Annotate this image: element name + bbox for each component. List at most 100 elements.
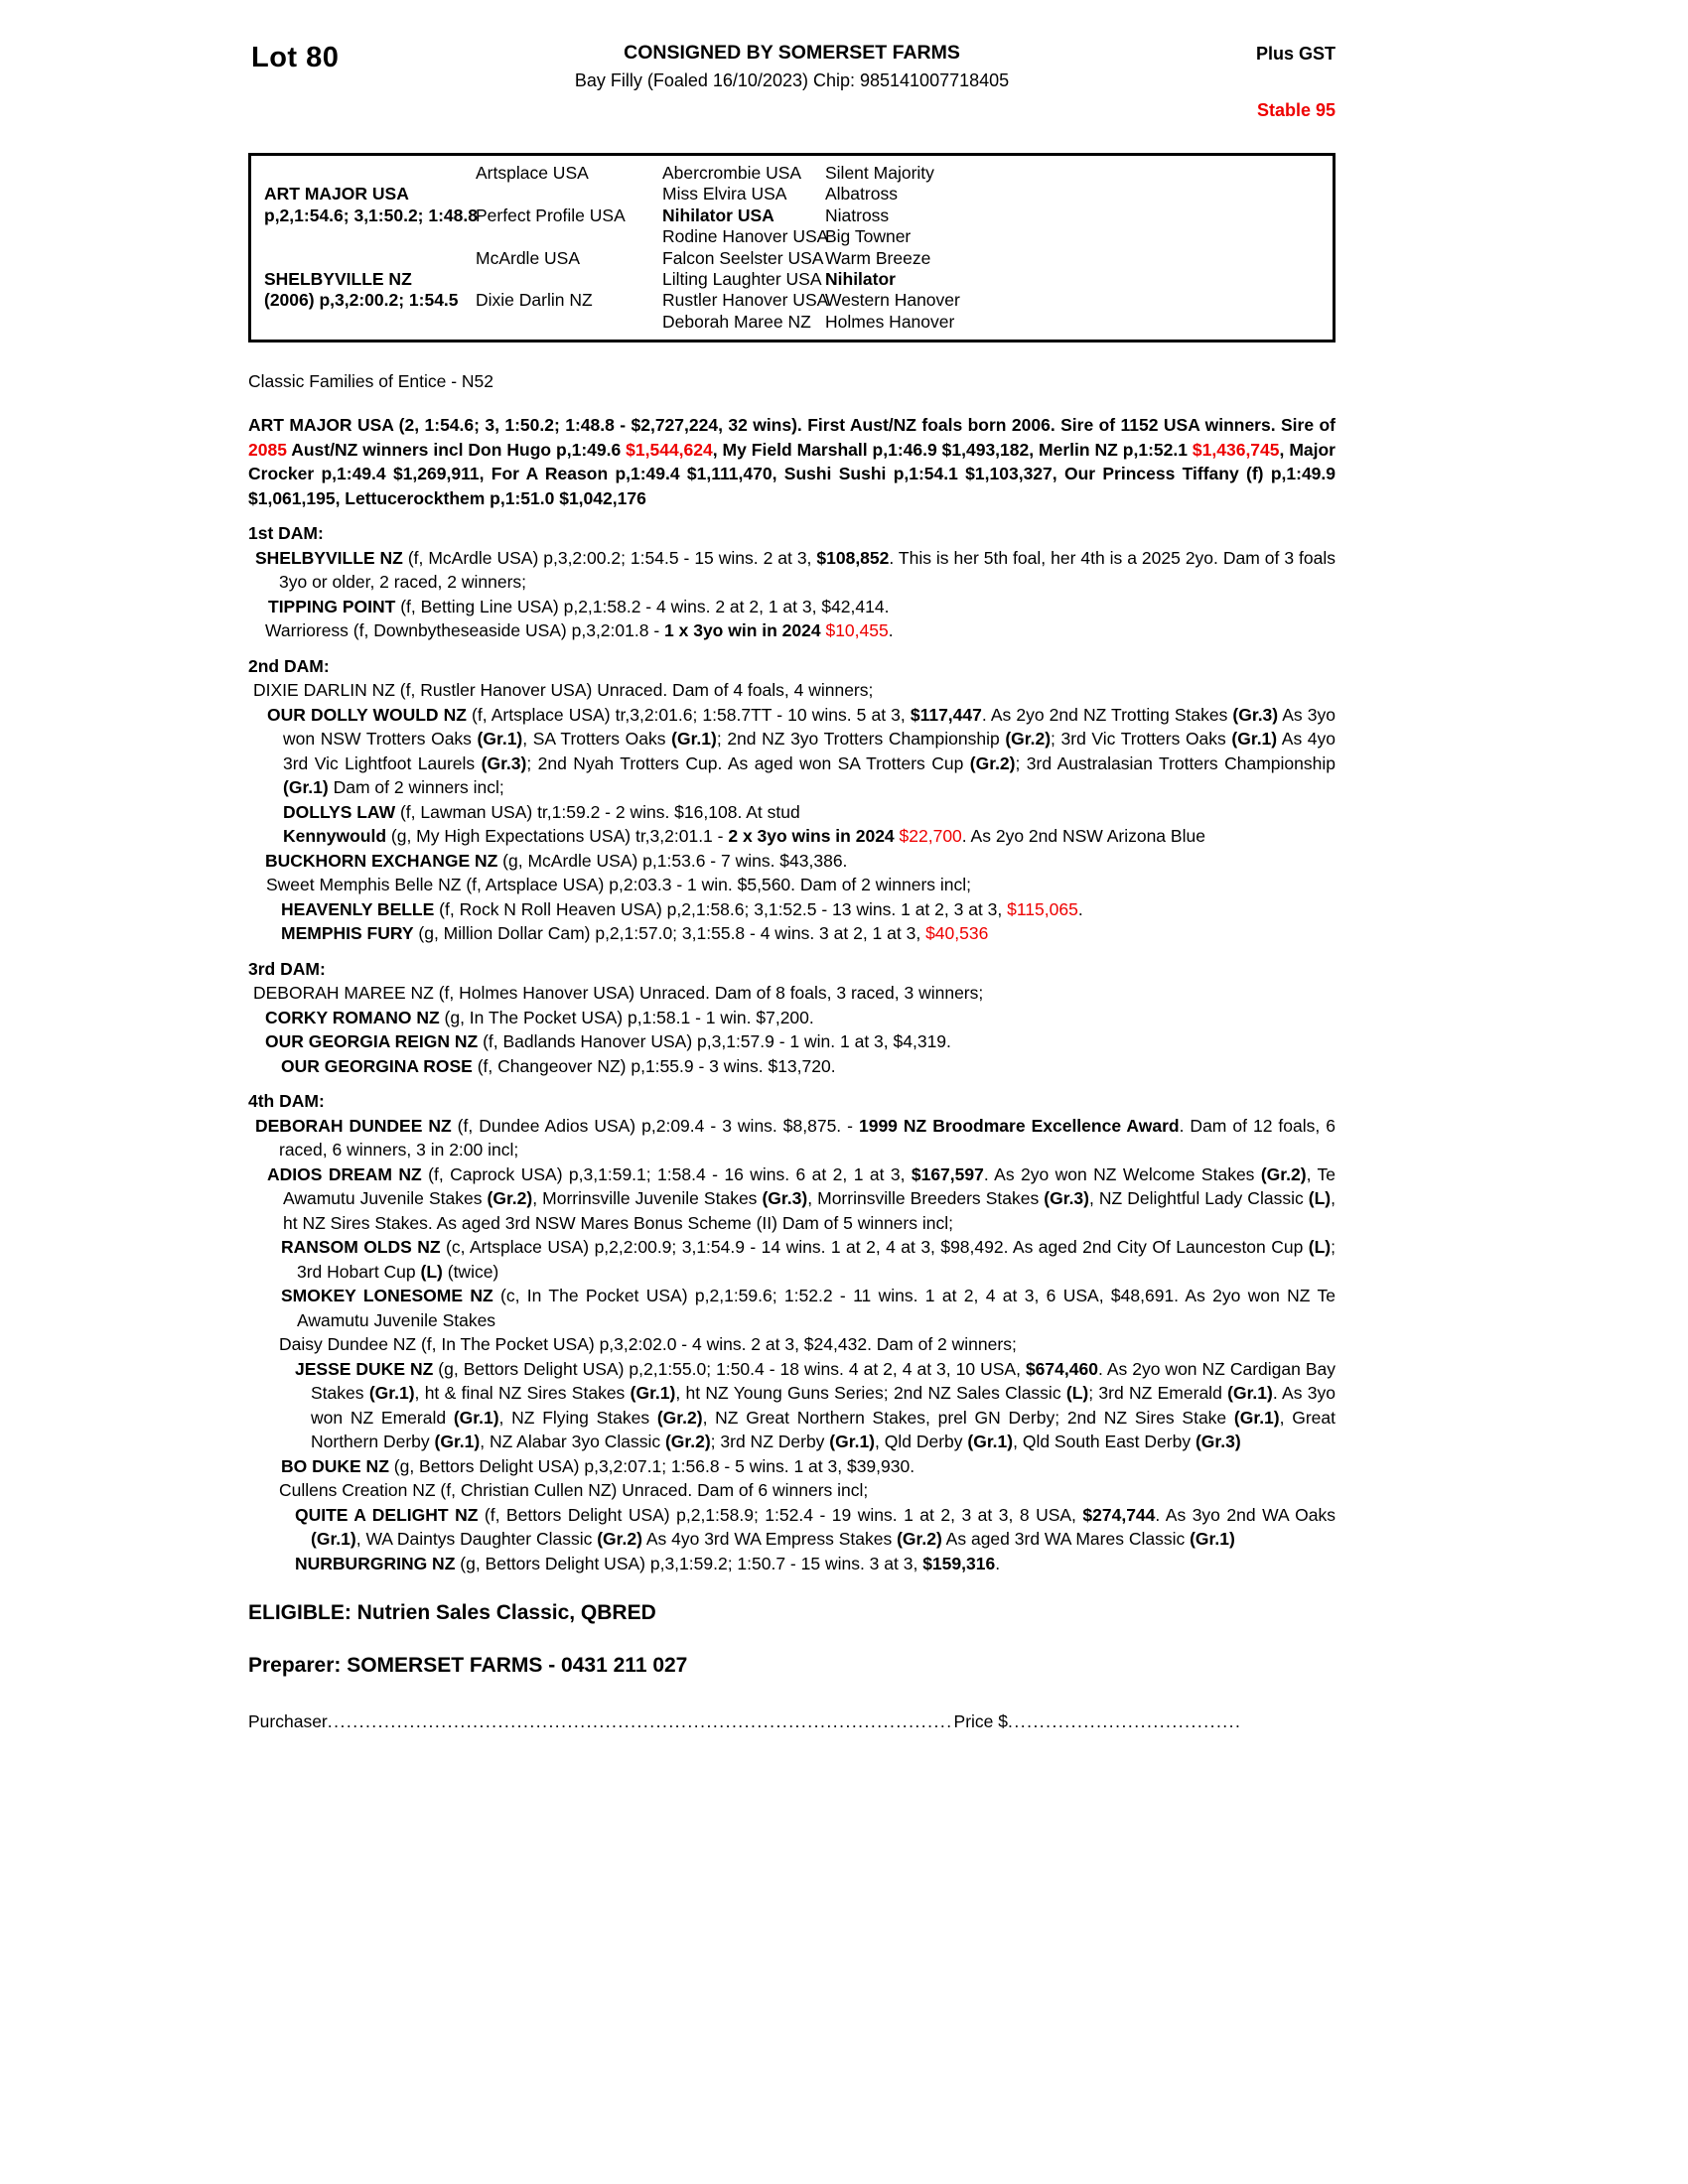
text-segment: . This is her 5th foal, her 4th is a 202… [279,547,1336,593]
pedigree-entry: ADIOS DREAM NZ (f, Caprock USA) p,3,1:59… [248,1162,1336,1236]
text-segment: JESSE DUKE NZ [295,1358,434,1379]
text-segment: . [1077,898,1083,919]
text-segment: (Gr.3) [762,1188,808,1209]
pedigree-entry: TIPPING POINT (f, Betting Line USA) p,2,… [248,595,1336,619]
text-segment: TIPPING POINT [268,596,396,616]
text-segment: DOLLYS LAW [283,801,396,822]
text-segment: (Gr.2) [597,1529,642,1550]
text-segment: Aust/NZ winners incl Don Hugo p,1:49.6 [286,439,627,460]
pedigree-cell: Rodine Hanover USA [662,226,829,247]
text-segment: (Gr.1) [1231,729,1278,750]
text-segment: , NZ Great Northern Stakes, prel GN Derb… [702,1407,1234,1428]
text-segment: (Gr.2) [664,1432,711,1452]
text-segment: As aged 3rd WA Mares Classic [941,1529,1191,1550]
text-segment: , Qld South East Derby [1013,1432,1196,1452]
text-segment: ; 3rd Hobart Cup [297,1237,1336,1282]
text-segment: $108,852 [816,547,890,568]
text-segment: $10,455 [825,620,889,641]
pedigree-entry: DIXIE DARLIN NZ (f, Rustler Hanover USA)… [248,678,1336,703]
dam-heading: 3rd DAM: [248,958,326,979]
text-segment: (c, In The Pocket USA) p,2,1:59.6; 1:52.… [297,1286,1336,1330]
text-segment: 2 x 3yo wins in 2024 [728,826,895,847]
text-segment: $115,065 [1007,898,1078,919]
text-segment: (Gr.2) [656,1407,703,1428]
text-segment: (twice) [442,1261,499,1282]
text-segment: (Gr.2) [487,1188,533,1209]
pedigree-entry: HEAVENLY BELLE (f, Rock N Roll Heaven US… [248,897,1336,922]
foal-description: Bay Filly (Foaled 16/10/2023) Chip: 9851… [574,70,1010,90]
text-segment: (c, Artsplace USA) p,2,2:00.9; 3,1:54.9 … [440,1237,1309,1258]
text-segment: , Morrinsville Juvenile Stakes [532,1188,763,1209]
text-segment: BO DUKE NZ [281,1455,389,1476]
text-segment: Warrioress (f, Downbytheseaside USA) p,3… [265,620,665,641]
text-segment: (g, Bettors Delight USA) p,3,2:07.1; 1:5… [388,1455,915,1476]
header-right: Plus GST Stable 95 [1256,44,1336,121]
text-segment: As 4yo 3rd Vic Lightfoot Laurels [283,729,1336,773]
text-segment: As 3yo won NSW Trotters Oaks [283,704,1336,750]
text-segment: (Gr.2) [897,1529,942,1550]
text-segment: (Gr.1) [967,1432,1014,1452]
text-segment: SMOKEY LONESOME NZ [281,1286,493,1306]
text-segment: (Gr.1) [453,1407,499,1428]
pedigree-cell: Abercrombie USA [662,163,802,183]
pedigree-entry: Sweet Memphis Belle NZ (f, Artsplace USA… [248,873,1336,897]
pedigree-cell: Rustler Hanover USA [662,290,829,311]
text-segment: (g, In The Pocket USA) p,1:58.1 - 1 win.… [439,1007,814,1027]
text-segment: $40,536 [925,923,989,944]
text-segment: (Gr.2) [969,752,1016,773]
text-segment: , Great Northern Derby [311,1407,1336,1452]
text-segment: . [888,620,894,641]
dam-heading: 1st DAM: [248,523,324,544]
text-segment: Daisy Dundee NZ (f, In The Pocket USA) p… [279,1334,1017,1355]
pedigree-entry: SMOKEY LONESOME NZ (c, In The Pocket USA… [248,1284,1336,1332]
purchaser-label: Purchaser [248,1711,328,1732]
text-segment: $159,316 [922,1553,996,1573]
text-segment: ; 2nd NZ 3yo Trotters Championship [716,729,1006,750]
text-segment: (Gr.2) [1005,729,1052,750]
pedigree-entry: NURBURGRING NZ (g, Bettors Delight USA) … [248,1552,1336,1576]
text-segment: (Gr.2) [1260,1163,1307,1184]
text-segment: OUR GEORGIA REIGN NZ [265,1031,479,1052]
text-segment: ; 3rd NZ Emerald [1088,1383,1228,1404]
text-segment: DIXIE DARLIN NZ (f, Rustler Hanover USA)… [253,680,874,701]
text-segment: (Gr.1) [630,1383,676,1404]
text-segment: 1999 NZ Broodmare Excellence Award [858,1115,1180,1136]
text-segment: DEBORAH DUNDEE NZ [255,1115,452,1136]
gst-note: Plus GST [1255,44,1336,64]
pedigree-entry: QUITE A DELIGHT NZ (f, Bettors Delight U… [248,1503,1336,1552]
text-segment: ; 3rd NZ Derby [710,1432,830,1452]
pedigree-entry: JESSE DUKE NZ (g, Bettors Delight USA) p… [248,1357,1336,1454]
text-segment: NURBURGRING NZ [295,1553,456,1573]
text-segment: (f, Badlands Hanover USA) p,3,1:57.9 - 1… [478,1031,951,1052]
text-segment: (Gr.1) [829,1432,876,1452]
text-segment: , ht NZ Young Guns Series; 2nd NZ Sales … [675,1383,1066,1404]
pedigree-entry: RANSOM OLDS NZ (c, Artsplace USA) p,2,2:… [248,1235,1336,1284]
text-segment: ; 2nd Nyah Trotters Cup. As aged won SA … [526,752,970,773]
text-segment: , NZ Alabar 3yo Classic [480,1432,665,1452]
text-segment: ART MAJOR USA (2, 1:54.6; 3, 1:50.2; 1:4… [248,415,1336,436]
text-segment: (g, McArdle USA) p,1:53.6 - 7 wins. $43,… [497,850,848,871]
text-segment: HEAVENLY BELLE [281,898,435,919]
pedigree-entry: Daisy Dundee NZ (f, In The Pocket USA) p… [248,1332,1336,1357]
pedigree-cell: Miss Elvira USA [662,184,787,205]
text-segment: (g, Bettors Delight USA) p,2,1:55.0; 1:5… [433,1358,1026,1379]
pedigree-cell: Albatross [825,184,898,205]
text-segment: (L) [420,1261,443,1282]
header-center: CONSIGNED BY SOMERSET FARMS Bay Filly (F… [248,42,1336,91]
text-segment: (Gr.3) [1232,704,1279,725]
text-segment: (Gr.1) [671,729,717,750]
text-segment: (L) [1065,1383,1089,1404]
text-segment: (Gr.1) [311,1529,356,1550]
text-segment: (g, My High Expectations USA) tr,3,2:01.… [386,826,729,847]
pedigree-entry: MEMPHIS FURY (g, Million Dollar Cam) p,2… [248,921,1336,946]
pedigree-entry: DOLLYS LAW (f, Lawman USA) tr,1:59.2 - 2… [248,800,1336,825]
pedigree-cell: Warm Breeze [825,247,931,268]
text-segment: , SA Trotters Oaks [522,729,672,750]
text-segment: DEBORAH MAREE NZ (f, Holmes Hanover USA)… [253,983,984,1004]
text-segment: CORKY ROMANO NZ [265,1007,440,1027]
text-segment: . As 2yo won NZ Welcome Stakes [983,1163,1261,1184]
text-segment: RANSOM OLDS NZ [281,1237,441,1258]
text-segment: , My Field Marshall p,1:46.9 $1,493,182,… [712,439,1193,460]
pedigree-entry: Kennywould (g, My High Expectations USA)… [248,824,1336,849]
text-segment: (Gr.3) [1195,1432,1241,1452]
